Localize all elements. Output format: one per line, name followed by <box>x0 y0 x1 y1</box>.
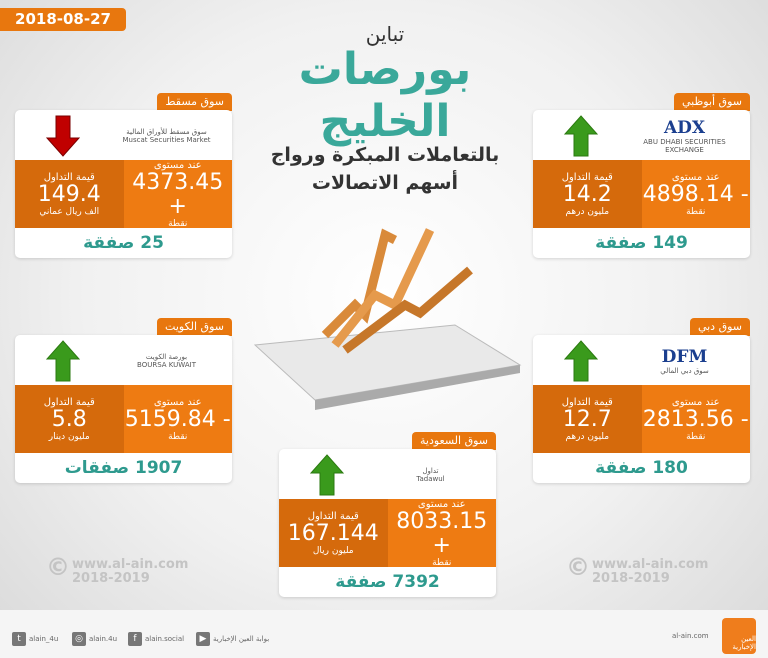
trade-unit: مليون درهم <box>565 431 610 442</box>
headline-line1: تباين <box>365 22 405 46</box>
twitter-link[interactable]: t alain_4u <box>12 632 58 646</box>
watermark-left: © www.al-ain.com 2018-2019 <box>46 553 189 586</box>
trade-value-label: قيمة التداول <box>43 396 95 408</box>
deals-count: 180 صفقة <box>595 458 688 478</box>
market-card-dubai: سوق دبي DFM سوق دبي المالي قيمة التداول 12… <box>533 318 750 483</box>
arrow-up-icon <box>563 115 599 157</box>
market-card-muscat: سوق مسقط سوق مسقط للأوراق المالية Muscat … <box>15 93 232 258</box>
index-level: 8033.15 + <box>396 508 488 558</box>
trade-value-label: قيمة التداول <box>43 171 95 183</box>
instagram-link[interactable]: ◎ alain.4u <box>72 632 117 646</box>
arrow-down-icon <box>45 115 81 157</box>
level-label: عند مستوى <box>153 159 202 171</box>
level-label: عند مستوى <box>671 396 720 408</box>
level-label: عند مستوى <box>417 498 466 510</box>
level-label: عند مستوى <box>671 171 720 183</box>
trade-unit: مليون ريال <box>312 545 354 556</box>
deals-count: 1907 صفقات <box>64 458 183 478</box>
market-name-tab: سوق السعودية <box>412 432 496 450</box>
market-name-tab: سوق الكويت <box>157 318 232 336</box>
rising-chart-illustration <box>253 228 522 410</box>
change-sign: - <box>740 181 749 207</box>
youtube-icon: ▶ <box>196 632 210 646</box>
trade-value: 12.7 <box>562 406 612 432</box>
index-level: 5159.84 - <box>124 406 231 432</box>
headline-line3: الخليج <box>319 96 451 147</box>
arrow-up-icon <box>309 454 345 496</box>
market-card-kuwait: سوق الكويت بورصة الكويت BOURSA KUWAIT قيم… <box>15 318 232 483</box>
deals-count: 25 صفقة <box>83 233 164 253</box>
points-label: نقطة <box>168 218 188 229</box>
trade-value: 14.2 <box>562 181 612 207</box>
market-logo: بورصة الكويت BOURSA KUWAIT <box>137 353 196 369</box>
trade-value: 167.144 <box>287 520 379 546</box>
points-label: نقطة <box>432 557 452 568</box>
market-card-saudi: سوق السعودية تداول Tadawul قيمة التداول 16… <box>279 432 496 597</box>
al-ain-logo: العين الإخبارية <box>722 618 756 654</box>
change-sign: + <box>168 193 187 219</box>
arrow-up-icon <box>563 340 599 382</box>
market-name-tab: سوق أبوظبي <box>674 93 750 111</box>
trade-unit: مليون دينار <box>48 431 90 442</box>
date-badge: 2018-08-27 <box>0 8 126 31</box>
trade-value-label: قيمة التداول <box>561 171 613 183</box>
change-sign: - <box>740 406 749 432</box>
market-card-abu-dhabi: سوق أبوظبي ADX ABU DHABI SECURITIES EXCHA… <box>533 93 750 258</box>
level-label: عند مستوى <box>153 396 202 408</box>
deals-count: 149 صفقة <box>595 233 688 253</box>
watermark-right: © www.al-ain.com 2018-2019 <box>566 553 709 586</box>
change-sign: + <box>432 532 451 558</box>
index-level: 4898.14 - <box>642 181 749 207</box>
trade-unit: الف ريال عماني <box>39 206 100 217</box>
market-logo: سوق مسقط للأوراق المالية Muscat Securitie… <box>122 128 211 144</box>
index-level: 4373.45 + <box>132 169 224 219</box>
points-label: نقطة <box>168 431 188 442</box>
index-level: 2813.56 - <box>642 406 749 432</box>
market-logo: ADX ABU DHABI SECURITIES EXCHANGE <box>643 118 726 154</box>
market-logo: تداول Tadawul <box>416 467 445 483</box>
points-label: نقطة <box>686 206 706 217</box>
market-logo: DFM سوق دبي المالي <box>660 347 709 375</box>
arrow-up-icon <box>45 340 81 382</box>
market-name-tab: سوق دبي <box>689 318 750 336</box>
change-sign: - <box>222 406 231 432</box>
market-name-tab: سوق مسقط <box>157 93 232 111</box>
facebook-icon: f <box>128 632 142 646</box>
trade-value: 5.8 <box>51 406 87 432</box>
deals-count: 7392 صفقة <box>335 572 440 592</box>
instagram-icon: ◎ <box>72 632 86 646</box>
trade-unit: مليون درهم <box>565 206 610 217</box>
points-label: نقطة <box>686 431 706 442</box>
trade-value-label: قيمة التداول <box>307 510 359 522</box>
site-link[interactable]: al-ain.com <box>672 632 709 640</box>
headline-line5: أسهم الاتصالات <box>311 172 459 194</box>
youtube-link[interactable]: ▶ بوابة العين الإخبارية <box>196 632 269 646</box>
headline-line2: بورصات <box>298 44 472 95</box>
twitter-icon: t <box>12 632 26 646</box>
headline-line4: بالتعاملات المبكرة ورواج <box>270 144 500 166</box>
trade-value: 149.4 <box>37 181 101 207</box>
trade-value-label: قيمة التداول <box>561 396 613 408</box>
facebook-link[interactable]: f alain.social <box>128 632 184 646</box>
